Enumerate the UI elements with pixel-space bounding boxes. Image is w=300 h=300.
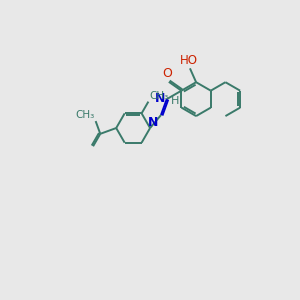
Text: N: N — [148, 116, 159, 129]
Text: CH₃: CH₃ — [149, 91, 168, 101]
Text: N: N — [155, 92, 165, 105]
Text: HO: HO — [180, 54, 198, 67]
Text: H: H — [171, 96, 179, 106]
Text: O: O — [162, 67, 172, 80]
Text: CH₃: CH₃ — [76, 110, 95, 120]
